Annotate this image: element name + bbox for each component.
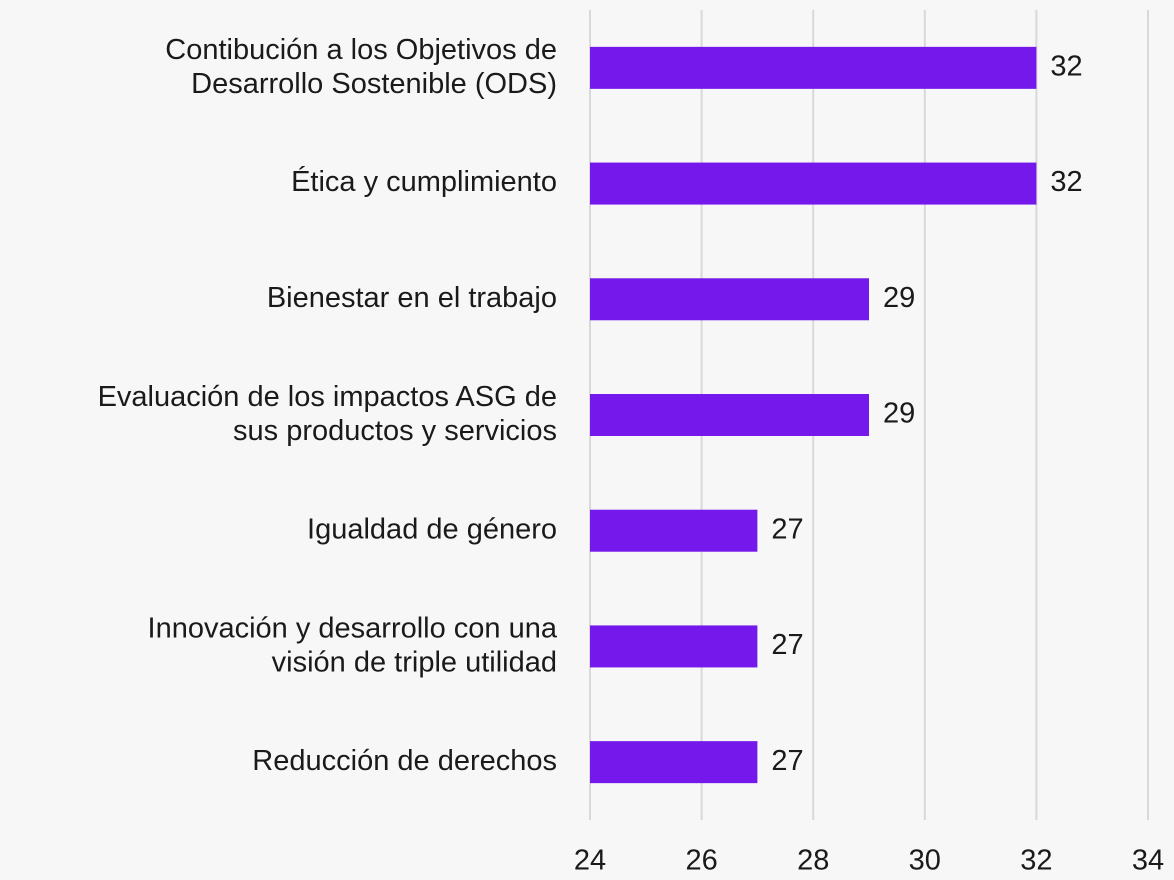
value-label: 32: [1050, 51, 1082, 83]
x-tick-label: 32: [1020, 845, 1052, 877]
x-tick-label: 28: [797, 845, 829, 877]
bar: [590, 46, 1037, 89]
x-tick-label: 24: [574, 845, 606, 877]
y-tick-label: Reducción de derechos: [252, 745, 557, 777]
x-tick-label: 26: [685, 845, 717, 877]
bar: [590, 741, 758, 784]
value-label: 29: [883, 398, 915, 430]
y-tick-label: Bienestar en el trabajo: [267, 282, 557, 314]
bar: [590, 394, 869, 436]
bar: [590, 509, 758, 552]
value-label: 27: [771, 745, 803, 777]
y-tick-label: Igualdad de género: [307, 513, 557, 545]
value-label: 27: [771, 629, 803, 661]
bar: [590, 162, 1037, 205]
y-tick-label: Ética y cumplimiento: [291, 165, 557, 198]
value-label: 27: [771, 513, 803, 545]
y-tick-label: Evaluación de los impactos ASG de sus pro…: [98, 381, 557, 447]
bar: [590, 625, 758, 668]
value-label: 29: [883, 282, 915, 314]
bar: [590, 278, 869, 321]
y-tick-label: Contibución a los Objetivos de Desarrollo…: [165, 34, 557, 100]
x-tick-label: 30: [909, 845, 941, 877]
x-tick-label: 34: [1132, 845, 1164, 877]
y-tick-label: Innovación y desarrollo con una visión de…: [148, 612, 558, 678]
value-label: 32: [1050, 166, 1082, 198]
